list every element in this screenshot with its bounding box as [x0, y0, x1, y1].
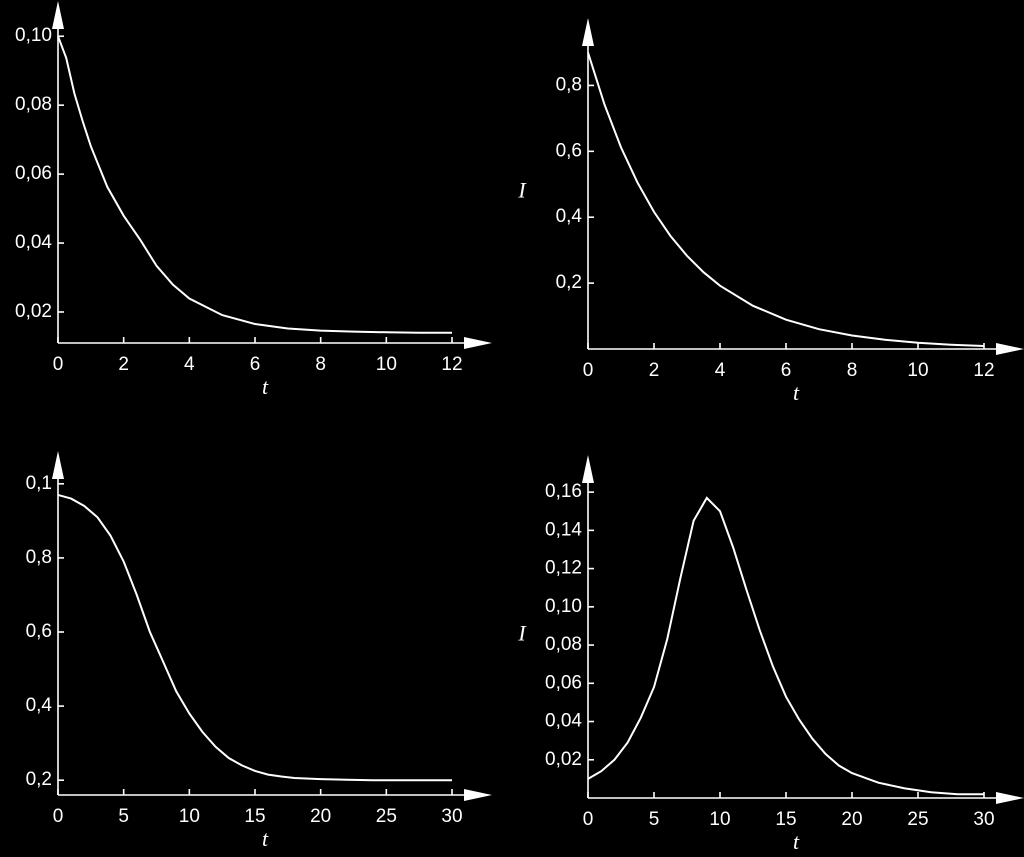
x-tick-label: 6 [250, 354, 261, 375]
x-tick-label: 20 [841, 809, 862, 830]
x-tick-label: 15 [775, 809, 796, 830]
x-axis-label: t [262, 374, 269, 399]
curve [587, 52, 985, 347]
x-axis-label: t [793, 380, 800, 405]
x-tick-label: 5 [649, 809, 660, 830]
x-tick-label: 10 [709, 809, 730, 830]
y-tick-label: 0,04 [15, 232, 52, 253]
y-arrow [582, 18, 594, 46]
y-tick-label: 0,6 [26, 621, 52, 642]
y-tick-label: 0,12 [545, 558, 582, 579]
y-arrow [52, 451, 64, 479]
x-tick-label: 0 [53, 354, 64, 375]
y-tick-label: 0,14 [545, 519, 582, 540]
x-tick-label: 6 [781, 360, 792, 381]
x-tick-label: 12 [441, 354, 462, 375]
x-tick-label: 4 [715, 360, 726, 381]
curve [57, 493, 452, 782]
x-arrow [996, 343, 1024, 355]
curve [587, 496, 984, 796]
x-tick-label: 8 [847, 360, 858, 381]
x-tick-label: 12 [973, 360, 994, 381]
x-tick-label: 0 [583, 809, 594, 830]
y-tick-label: 0,04 [545, 711, 582, 732]
x-tick-label: 20 [310, 806, 331, 827]
x-tick-label: 25 [907, 809, 928, 830]
y-tick-label: 0,6 [556, 140, 582, 161]
x-axis-label: t [262, 826, 269, 851]
y-tick-label: 0,4 [26, 695, 53, 716]
x-tick-label: 10 [907, 360, 928, 381]
y-tick-label: 0,02 [545, 749, 582, 770]
x-arrow [464, 789, 492, 801]
x-tick-label: 30 [973, 809, 994, 830]
y-tick-label: 0,02 [15, 301, 52, 322]
y-tick-label: 0,06 [15, 163, 52, 184]
y-tick-label: 0,2 [26, 769, 52, 790]
x-tick-label: 30 [441, 806, 462, 827]
y-tick-label: 0,8 [556, 74, 582, 95]
x-tick-label: 4 [184, 354, 195, 375]
y-arrow [52, 1, 64, 29]
x-axis-label: t [793, 829, 800, 854]
y-tick-label: 0,06 [545, 672, 582, 693]
x-tick-label: 5 [118, 806, 129, 827]
x-tick-label: 2 [649, 360, 660, 381]
x-arrow [464, 337, 492, 349]
y-tick-label: 0,4 [556, 206, 583, 227]
y-tick-label: 0,2 [556, 272, 582, 293]
x-tick-label: 25 [376, 806, 397, 827]
x-tick-label: 15 [244, 806, 265, 827]
x-tick-label: 0 [53, 806, 64, 827]
y-arrow [582, 455, 594, 483]
y-tick-label: 0,1 [26, 473, 52, 494]
curve [57, 35, 452, 334]
y-tick-label: 0,08 [545, 634, 582, 655]
x-tick-label: 10 [376, 354, 397, 375]
y-tick-label: 0,10 [545, 596, 582, 617]
x-tick-label: 2 [118, 354, 129, 375]
y-tick-label: 0,8 [26, 547, 52, 568]
y-tick-label: 0,10 [15, 25, 52, 46]
x-tick-label: 0 [583, 360, 594, 381]
x-tick-label: 8 [315, 354, 326, 375]
y-axis-label: I [517, 621, 527, 646]
x-tick-label: 10 [179, 806, 200, 827]
x-arrow [996, 792, 1024, 804]
y-tick-label: 0,16 [545, 481, 582, 502]
y-tick-label: 0,08 [15, 94, 52, 115]
y-axis-label: I [517, 178, 527, 203]
